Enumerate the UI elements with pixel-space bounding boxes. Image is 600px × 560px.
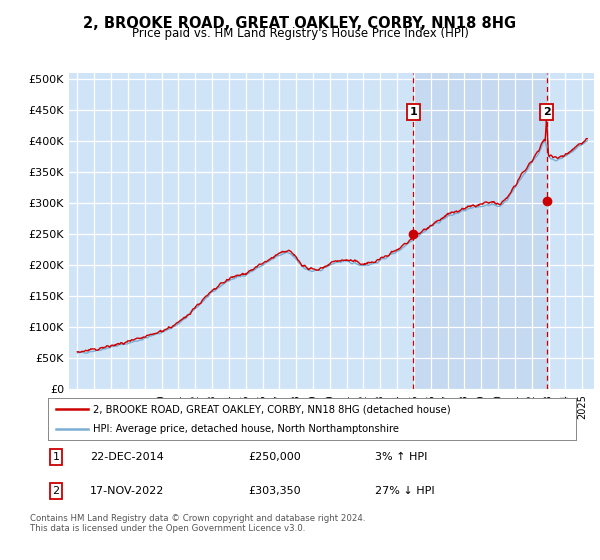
Text: 2: 2 — [542, 107, 550, 117]
Text: 1: 1 — [410, 107, 418, 117]
Text: 2, BROOKE ROAD, GREAT OAKLEY, CORBY, NN18 8HG: 2, BROOKE ROAD, GREAT OAKLEY, CORBY, NN1… — [83, 16, 517, 31]
Text: £303,350: £303,350 — [248, 486, 301, 496]
Text: 17-NOV-2022: 17-NOV-2022 — [90, 486, 164, 496]
Text: HPI: Average price, detached house, North Northamptonshire: HPI: Average price, detached house, Nort… — [93, 424, 399, 434]
Text: 2: 2 — [52, 486, 59, 496]
Text: Price paid vs. HM Land Registry's House Price Index (HPI): Price paid vs. HM Land Registry's House … — [131, 27, 469, 40]
Text: 27% ↓ HPI: 27% ↓ HPI — [376, 486, 435, 496]
Text: Contains HM Land Registry data © Crown copyright and database right 2024.
This d: Contains HM Land Registry data © Crown c… — [30, 514, 365, 534]
Bar — [413, 73, 547, 389]
Text: 3% ↑ HPI: 3% ↑ HPI — [376, 452, 428, 462]
Text: 2, BROOKE ROAD, GREAT OAKLEY, CORBY, NN18 8HG (detached house): 2, BROOKE ROAD, GREAT OAKLEY, CORBY, NN1… — [93, 404, 451, 414]
Text: 22-DEC-2014: 22-DEC-2014 — [90, 452, 164, 462]
Text: 1: 1 — [52, 452, 59, 462]
Text: £250,000: £250,000 — [248, 452, 301, 462]
